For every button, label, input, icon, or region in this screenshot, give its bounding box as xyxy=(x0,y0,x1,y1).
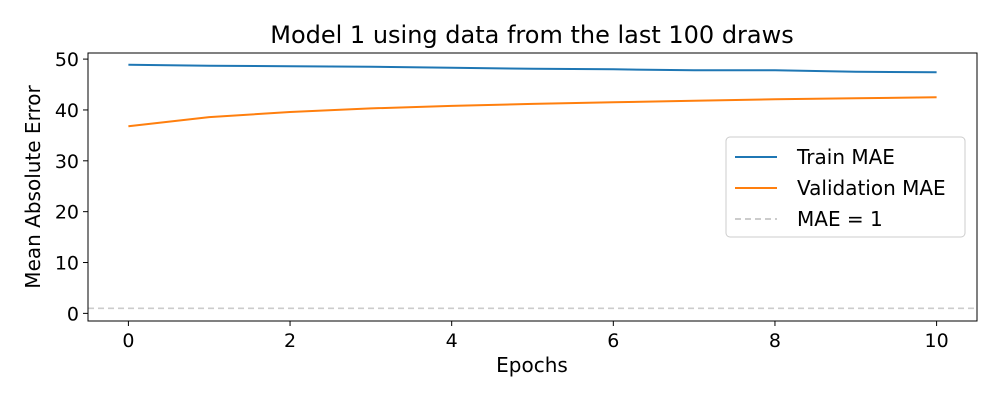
y-tick-label-1: 10 xyxy=(55,253,79,275)
chart-title: Model 1 using data from the last 100 dra… xyxy=(270,21,794,49)
x-tick-label-2: 4 xyxy=(446,330,458,352)
y-tick-label-0: 0 xyxy=(67,303,79,325)
y-tick-label-5: 50 xyxy=(55,49,79,71)
legend-box xyxy=(725,136,966,238)
x-tick-label-1: 2 xyxy=(284,330,296,352)
legend-label-0: Train MAE xyxy=(796,145,895,169)
x-axis-label: Epochs xyxy=(496,353,568,377)
plot-area xyxy=(88,63,977,310)
x-tick-label-0: 0 xyxy=(122,330,134,352)
legend-label-1: Validation MAE xyxy=(797,176,946,200)
plot-frame xyxy=(87,52,978,322)
legend-label-2: MAE = 1 xyxy=(797,207,883,231)
x-tick-label-4: 8 xyxy=(769,330,781,352)
y-tick-label-2: 20 xyxy=(55,202,79,224)
y-tick-label-4: 40 xyxy=(55,100,79,122)
x-tick-label-5: 10 xyxy=(924,330,948,352)
y-tick-label-3: 30 xyxy=(55,151,79,173)
y-axis-label: Mean Absolute Error xyxy=(21,85,45,289)
series-line-1 xyxy=(128,96,937,128)
legend: Train MAE Validation MAE MAE = 1 xyxy=(725,136,966,238)
series-line-0 xyxy=(128,63,937,74)
x-tick-label-3: 6 xyxy=(607,330,619,352)
axis-ticks: 0 2 4 6 8 10 0 10 20 30 40 50 xyxy=(55,49,949,352)
